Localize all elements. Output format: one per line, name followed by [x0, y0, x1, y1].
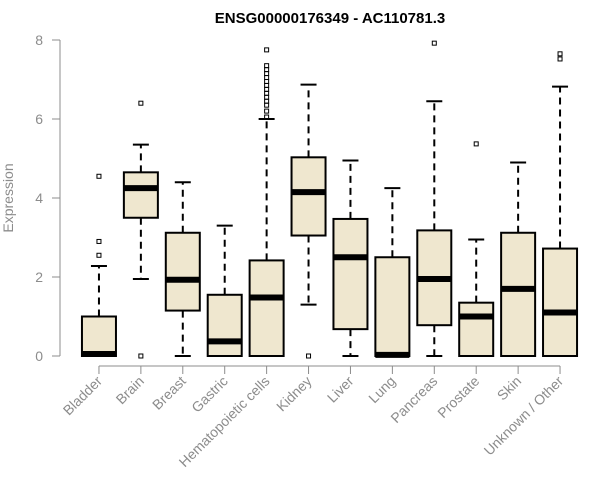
box-group — [542, 51, 579, 357]
y-tick-label: 6 — [35, 111, 43, 127]
y-tick-label: 2 — [35, 269, 43, 285]
outlier-point — [264, 67, 270, 73]
boxes — [80, 40, 579, 359]
box-group — [122, 100, 159, 359]
x-tick-label: Bladder — [60, 373, 106, 419]
y-tick-label: 0 — [35, 348, 43, 364]
outlier-point — [264, 71, 270, 77]
box-iqr — [122, 171, 159, 219]
outlier-point — [264, 75, 270, 81]
outlier-point — [96, 173, 102, 179]
box-group — [164, 181, 201, 357]
box-group — [458, 141, 495, 357]
outlier-point — [264, 78, 270, 84]
box-iqr — [290, 156, 327, 237]
outlier-point — [264, 82, 270, 88]
box-iqr — [248, 259, 285, 357]
box-iqr — [80, 315, 117, 357]
outlier-point — [264, 108, 270, 114]
box-iqr — [164, 231, 201, 312]
box-iqr — [542, 247, 579, 357]
x-tick-label: Unknown / Other — [481, 373, 567, 459]
outlier-point — [306, 353, 312, 359]
outlier-point — [264, 102, 270, 108]
box-group — [332, 159, 369, 357]
outlier-point — [96, 252, 102, 258]
outlier-point — [557, 56, 563, 62]
x-tick-label: Skin — [494, 373, 525, 404]
outlier-point — [138, 100, 144, 106]
box-iqr — [332, 217, 369, 331]
y-tick-label: 4 — [35, 190, 43, 206]
box-group — [374, 187, 411, 358]
box-group — [290, 83, 327, 359]
outlier-point — [264, 47, 270, 53]
y-axis: 0 2 4 6 8 — [35, 32, 61, 364]
x-tick-label: Liver — [324, 373, 357, 406]
outlier-point — [264, 114, 270, 120]
box-group — [206, 224, 243, 357]
outlier-point — [431, 40, 437, 46]
x-tick-label: Pancreas — [387, 373, 440, 426]
outlier-point — [264, 90, 270, 96]
outlier-point — [96, 238, 102, 244]
y-tick-label: 8 — [35, 32, 43, 48]
box-group — [248, 47, 285, 357]
x-tick-label: Breast — [149, 373, 189, 413]
chart-title: ENSG00000176349 - AC110781.3 — [215, 10, 445, 27]
outlier-point — [138, 353, 144, 359]
outlier-point — [264, 86, 270, 92]
box-iqr — [458, 301, 495, 357]
box-group — [416, 40, 453, 357]
outlier-point — [264, 63, 270, 69]
x-tick-label: Lung — [365, 373, 398, 406]
x-tick-label: Brain — [113, 373, 147, 407]
outlier-point — [264, 94, 270, 100]
outlier-point — [473, 141, 479, 147]
box-iqr — [206, 293, 243, 357]
box-iqr — [374, 256, 411, 357]
box-iqr — [500, 231, 537, 357]
outlier-point — [557, 51, 563, 57]
x-tick-label: Kidney — [273, 373, 315, 415]
outlier-point — [264, 98, 270, 104]
y-axis-label: Expression — [0, 163, 16, 232]
x-tick-label: Prostate — [434, 373, 482, 421]
box-group — [80, 173, 117, 358]
box-group — [500, 161, 537, 357]
